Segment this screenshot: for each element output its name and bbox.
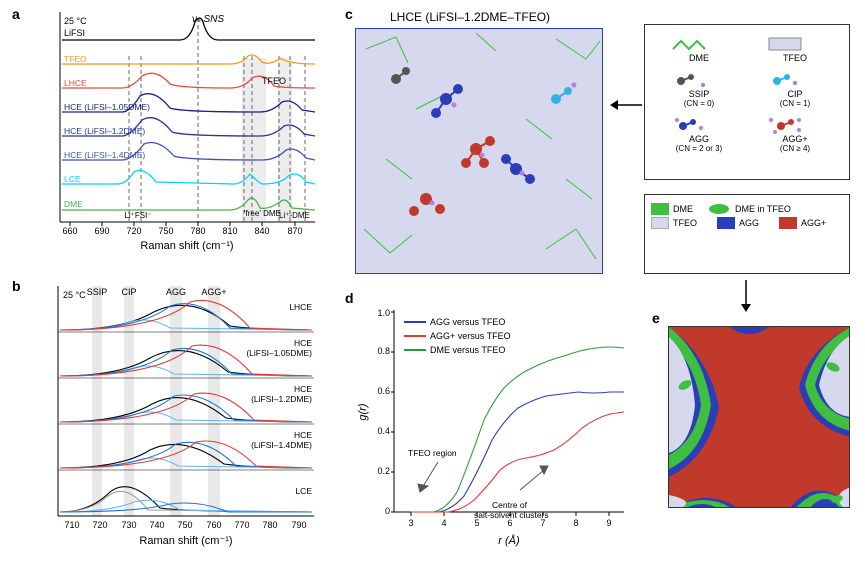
svg-text:HCE: HCE [294, 338, 312, 348]
svg-text:720: 720 [92, 520, 107, 530]
md-simulation-box [355, 28, 603, 274]
svg-text:750: 750 [158, 226, 173, 236]
svg-text:25 °C: 25 °C [63, 290, 86, 300]
svg-text:HCE: HCE [294, 430, 312, 440]
svg-text:870: 870 [287, 226, 302, 236]
panel-c-title: LHCE (LiFSI–1.2DME–TFEO) [390, 10, 550, 24]
schematic-e [668, 326, 850, 508]
svg-text:Li⁺FSI⁻: Li⁺FSI⁻ [124, 211, 151, 220]
svg-text:4: 4 [441, 518, 446, 528]
svg-text:0.4: 0.4 [377, 426, 390, 436]
legend-tfeo: TFEO [765, 35, 825, 63]
svg-text:AGG+ versus TFEO: AGG+ versus TFEO [430, 331, 511, 341]
panel-a-chart: 660 690 720 750 780 810 840 870 Raman shift (… [30, 12, 320, 252]
panel-b-chart: 710 720 730 740 750 760 770 780 790 Raman shif… [30, 286, 320, 548]
aggp-icon [765, 116, 805, 134]
svg-text:25 °C: 25 °C [64, 16, 87, 26]
legend-aggp: AGG+ (CN ≥ 4) [765, 116, 825, 153]
svg-text:g(r): g(r) [357, 403, 369, 420]
svg-text:780: 780 [262, 520, 277, 530]
arrow-down-icon [736, 278, 756, 314]
panel-b: b [12, 278, 21, 294]
svg-text:TFEO: TFEO [262, 76, 286, 86]
svg-text:LCE: LCE [295, 486, 312, 496]
svg-text:770: 770 [234, 520, 249, 530]
panel-a: a [12, 6, 20, 22]
panel-e: e [652, 310, 660, 326]
ssip-icon [669, 71, 709, 89]
svg-text:(LiFSI–1.2DME): (LiFSI–1.2DME) [251, 394, 312, 404]
svg-text:9: 9 [606, 518, 611, 528]
svg-text:780: 780 [190, 226, 205, 236]
axis-x-a: Raman shift (cm⁻¹) [140, 240, 233, 252]
svg-text:HCE (LiFSI–1.05DME): HCE (LiFSI–1.05DME) [64, 102, 150, 112]
legend-dme: DME [669, 35, 729, 63]
svg-text:HCE: HCE [294, 384, 312, 394]
svg-text:(LiFSI–1.05DME): (LiFSI–1.05DME) [246, 348, 312, 358]
svg-text:LiFSI: LiFSI [64, 28, 85, 38]
arrow-left-icon [608, 95, 644, 115]
panel-e-label: e [652, 310, 660, 326]
svg-text:(LiFSI–1.4DME): (LiFSI–1.4DME) [251, 440, 312, 450]
panel-c: c [345, 6, 353, 22]
svg-text:CIP: CIP [121, 287, 136, 297]
svg-text:760: 760 [206, 520, 221, 530]
panel-d-chart: 0 0.2 0.4 0.6 0.8 1.0 345 6789 r (Å) g(r… [352, 300, 632, 550]
svg-text:LHCE: LHCE [64, 78, 87, 88]
color-swatch-legend: DME DME in TFEO TFEO AGG AGG+ [644, 194, 850, 274]
svg-text:LCE: LCE [64, 174, 81, 184]
svg-text:Raman shift (cm⁻¹): Raman shift (cm⁻¹) [139, 535, 232, 547]
raman-spectra-a-svg: 660 690 720 750 780 810 840 870 Raman shift (… [30, 12, 320, 252]
svg-text:νₛ SNS: νₛ SNS [192, 14, 224, 25]
svg-text:810: 810 [222, 226, 237, 236]
panel-a-label: a [12, 6, 20, 22]
tfeo-icon [765, 35, 805, 53]
svg-text:660: 660 [62, 226, 77, 236]
svg-text:0: 0 [385, 506, 390, 516]
svg-text:710: 710 [64, 520, 79, 530]
svg-text:HCE (LiFSI–1.4DME): HCE (LiFSI–1.4DME) [64, 150, 145, 160]
svg-text:750: 750 [177, 520, 192, 530]
panel-c-label: c [345, 6, 353, 22]
svg-text:840: 840 [254, 226, 269, 236]
svg-text:AGG: AGG [166, 287, 186, 297]
svg-text:Centre ofsalt-solvent clusters: Centre ofsalt-solvent clusters [474, 500, 549, 520]
svg-text:0.8: 0.8 [377, 346, 390, 356]
svg-text:0.2: 0.2 [377, 466, 390, 476]
agg-icon [669, 116, 709, 134]
legend-agg: AGG (CN = 2 or 3) [669, 116, 729, 153]
svg-text:720: 720 [126, 226, 141, 236]
svg-text:TFEO: TFEO [64, 54, 87, 64]
svg-text:TFEO region: TFEO region [408, 448, 457, 458]
svg-text:DME: DME [64, 199, 83, 209]
svg-text:730: 730 [121, 520, 136, 530]
svg-text:HCE (LiFSI–1.2DME): HCE (LiFSI–1.2DME) [64, 126, 145, 136]
raman-fits-b-svg: 710 720 730 740 750 760 770 780 790 Raman shif… [30, 286, 320, 548]
species-legend: DME TFEO SSIP (CN = 0) CIP (CN = 1) AGG … [644, 24, 850, 180]
svg-text:LHCE: LHCE [289, 302, 312, 312]
svg-text:DME versus TFEO: DME versus TFEO [430, 345, 505, 355]
svg-text:790: 790 [291, 520, 306, 530]
svg-text:3: 3 [408, 518, 413, 528]
legend-cip: CIP (CN = 1) [765, 71, 825, 108]
panel-b-label: b [12, 278, 21, 294]
svg-text:8: 8 [573, 518, 578, 528]
svg-text:AGG versus TFEO: AGG versus TFEO [430, 317, 505, 327]
svg-text:Li⁺-DME: Li⁺-DME [279, 211, 310, 220]
svg-text:690: 690 [94, 226, 109, 236]
svg-text:740: 740 [149, 520, 164, 530]
legend-ssip: SSIP (CN = 0) [669, 71, 729, 108]
cip-icon [765, 71, 805, 89]
dme-icon [669, 35, 709, 53]
svg-text:SSIP: SSIP [87, 287, 108, 297]
svg-text:AGG+: AGG+ [201, 287, 226, 297]
svg-text:r (Å): r (Å) [498, 534, 520, 547]
svg-text:'free' DME: 'free' DME [244, 209, 281, 218]
svg-text:0.6: 0.6 [377, 386, 390, 396]
svg-text:1.0: 1.0 [377, 308, 390, 318]
